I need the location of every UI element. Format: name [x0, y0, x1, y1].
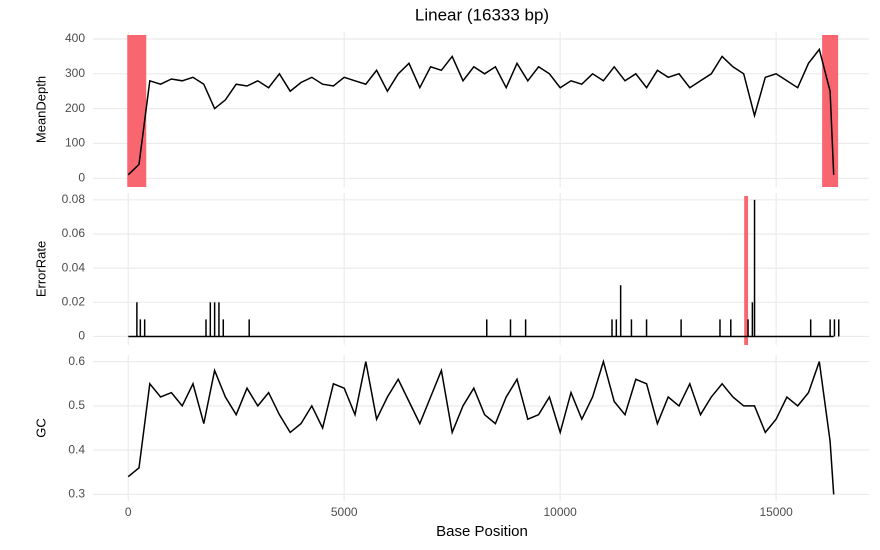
y-axis-title: MeanDepth: [33, 76, 48, 143]
y-tick-label: 0.06: [62, 226, 86, 240]
y-tick-label: 0.6: [68, 354, 85, 368]
y-tick-label: 200: [65, 101, 85, 115]
y-tick-label: 0.04: [62, 260, 86, 274]
data-line: [127, 47, 835, 176]
x-axis-title: Base Position: [436, 523, 528, 540]
chart-title: Linear (16333 bp): [415, 5, 549, 24]
y-tick-label: 0.08: [62, 192, 86, 206]
y-tick-label: 0.4: [68, 442, 85, 456]
x-tick-label: 5000: [331, 505, 358, 519]
highlight-region: [744, 196, 749, 345]
y-tick-label: 400: [65, 31, 85, 45]
y-tick-label: 100: [65, 136, 85, 150]
data-line: [127, 358, 835, 495]
y-axis-title: GC: [33, 418, 48, 438]
y-tick-label: 300: [65, 66, 85, 80]
x-tick-label: 10000: [543, 505, 577, 519]
y-tick-label: 0: [78, 329, 85, 343]
x-tick-label: 0: [125, 505, 132, 519]
y-tick-label: 0.3: [68, 487, 85, 501]
y-axis-title: ErrorRate: [33, 241, 48, 297]
y-tick-label: 0.02: [62, 294, 86, 308]
x-tick-label: 15000: [759, 505, 793, 519]
highlight-region: [127, 35, 147, 187]
y-tick-label: 0: [78, 170, 85, 184]
y-tick-label: 0.5: [68, 398, 85, 412]
highlight-region: [822, 35, 839, 187]
